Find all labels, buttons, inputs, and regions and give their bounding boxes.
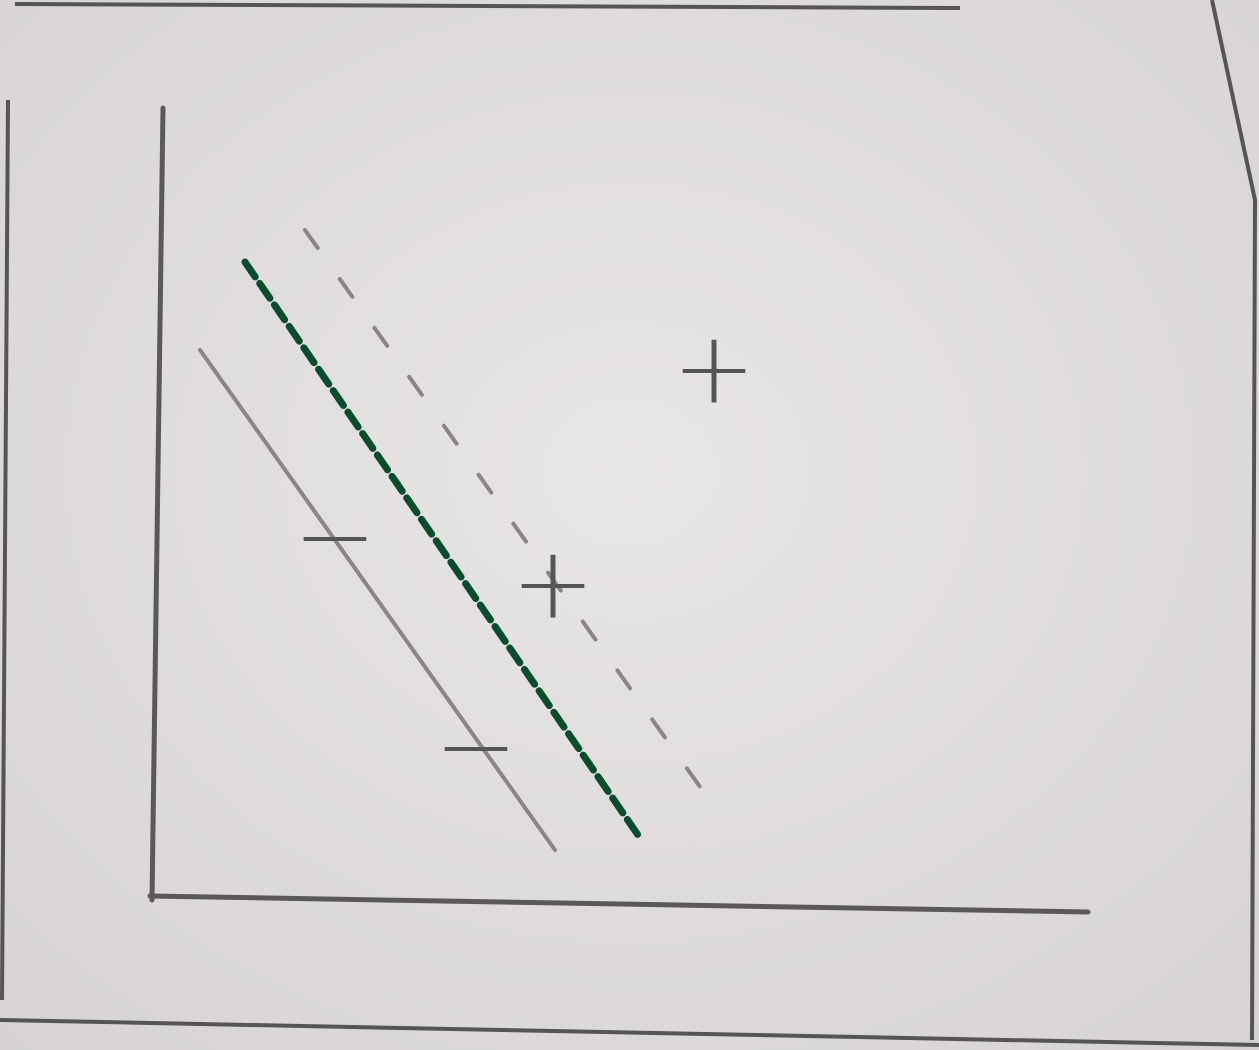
decision-boundary xyxy=(241,258,642,839)
class-markers: + + −− xyxy=(293,310,756,805)
class-marker: − xyxy=(293,478,377,595)
x-axis xyxy=(147,893,1091,915)
lower-margin xyxy=(198,348,557,852)
y-axis xyxy=(149,105,166,903)
upper-margin xyxy=(303,228,722,817)
class-marker: − xyxy=(434,688,518,805)
class-marker: + xyxy=(672,310,756,427)
class-marker: + xyxy=(511,525,595,642)
